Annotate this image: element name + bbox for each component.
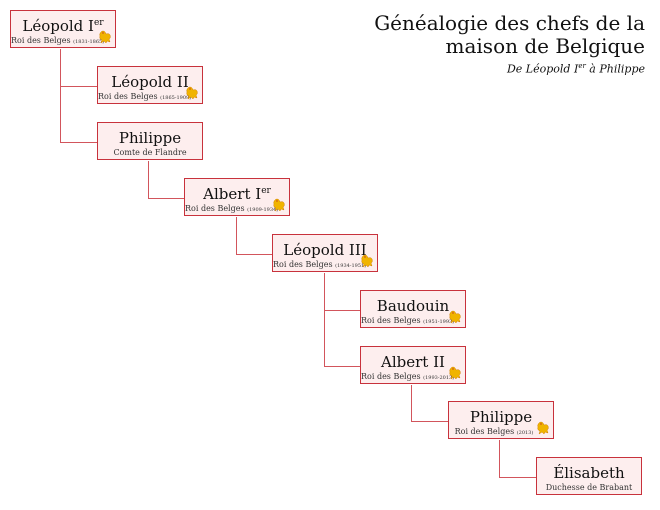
person-box: Philippe Comte de Flandre bbox=[97, 122, 203, 160]
person-title: Roi des Belges (1865-1909) bbox=[98, 92, 202, 101]
title-text: Duchesse de Brabant bbox=[545, 483, 633, 492]
person-title: Duchesse de Brabant bbox=[537, 483, 641, 492]
name-text: Philippe bbox=[118, 129, 182, 147]
title-text: Comte de Flandre bbox=[113, 148, 187, 157]
name-text: Léopold II bbox=[111, 73, 189, 91]
reign-dates: (1909-1934) bbox=[247, 207, 279, 213]
name-text: Albert II bbox=[381, 353, 445, 371]
title-text: Roi des Belges bbox=[11, 36, 71, 45]
subtitle-part: à Philippe bbox=[585, 62, 645, 76]
person-box: Élisabeth Duchesse de Brabant bbox=[536, 457, 642, 495]
person-title: Roi des Belges (1951-1993) bbox=[361, 316, 465, 325]
name-text: Léopold I bbox=[22, 17, 94, 35]
lion-icon bbox=[537, 421, 549, 435]
name-text: Élisabeth bbox=[553, 464, 625, 482]
person-title: Roi des Belges (1909-1934) bbox=[185, 204, 289, 213]
person-box: Léopold Ier Roi des Belges (1831-1865) bbox=[10, 10, 116, 48]
person-name: Léopold II bbox=[98, 71, 202, 91]
name-text: Philippe bbox=[469, 408, 533, 426]
title-text: Roi des Belges bbox=[273, 260, 333, 269]
person-title: Roi des Belges (2013) bbox=[449, 427, 553, 436]
title-text: Roi des Belges bbox=[98, 92, 158, 101]
connector bbox=[60, 142, 97, 143]
person-box: Philippe Roi des Belges (2013) bbox=[448, 401, 554, 439]
person-title: Roi des Belges (1831-1865) bbox=[11, 36, 115, 45]
connector bbox=[148, 161, 149, 199]
person-name: Élisabeth bbox=[537, 462, 641, 482]
title-text: Roi des Belges bbox=[361, 372, 421, 381]
connector bbox=[148, 198, 184, 199]
reign-dates: (2013) bbox=[516, 430, 534, 436]
person-name: Léopold III bbox=[273, 239, 377, 259]
person-name: Philippe bbox=[449, 406, 553, 426]
name-text: Albert I bbox=[203, 185, 262, 203]
person-box: Albert II Roi des Belges (1993-2013) bbox=[360, 346, 466, 384]
connector bbox=[236, 254, 272, 255]
connector bbox=[411, 385, 412, 422]
reign-dates: (1865-1909) bbox=[160, 95, 192, 101]
connector bbox=[324, 273, 325, 367]
lion-icon bbox=[449, 366, 461, 380]
connector bbox=[60, 86, 97, 87]
connector bbox=[60, 49, 61, 143]
title-text: Roi des Belges bbox=[185, 204, 245, 213]
title-line-2: maison de Belgique bbox=[445, 34, 645, 58]
diagram-title: Généalogie des chefs de la maison de Bel… bbox=[374, 12, 645, 58]
connector bbox=[236, 217, 237, 255]
person-box: Baudouin Roi des Belges (1951-1993) bbox=[360, 290, 466, 328]
connector bbox=[324, 366, 360, 367]
reign-dates: (1934-1951) bbox=[335, 263, 367, 269]
lion-icon bbox=[99, 30, 111, 44]
lion-icon bbox=[449, 310, 461, 324]
connector bbox=[411, 421, 448, 422]
connector bbox=[499, 477, 536, 478]
subtitle-part: De Léopold I bbox=[506, 62, 579, 76]
person-title: Roi des Belges (1934-1951) bbox=[273, 260, 377, 269]
name-sup: er bbox=[93, 18, 104, 28]
title-text: Roi des Belges bbox=[361, 316, 421, 325]
person-box: Léopold II Roi des Belges (1865-1909) bbox=[97, 66, 203, 104]
title-text: Roi des Belges bbox=[454, 427, 515, 436]
connector bbox=[324, 310, 360, 311]
lion-icon bbox=[186, 86, 198, 100]
person-box: Léopold III Roi des Belges (1934-1951) bbox=[272, 234, 378, 272]
person-name: Philippe bbox=[98, 127, 202, 147]
lion-icon bbox=[361, 254, 373, 268]
diagram-subtitle: De Léopold Ier à Philippe bbox=[507, 62, 645, 76]
subtitle-sup: er bbox=[578, 62, 586, 70]
person-name: Albert Ier bbox=[185, 183, 289, 203]
person-name: Léopold Ier bbox=[11, 15, 115, 35]
person-title: Roi des Belges (1993-2013) bbox=[361, 372, 465, 381]
name-text: Baudouin bbox=[376, 297, 450, 315]
reign-dates: (1951-1993) bbox=[423, 319, 455, 325]
name-text: Léopold III bbox=[283, 241, 367, 259]
person-name: Baudouin bbox=[361, 295, 465, 315]
person-title: Comte de Flandre bbox=[98, 148, 202, 157]
reign-dates: (1831-1865) bbox=[73, 39, 105, 45]
person-box: Albert Ier Roi des Belges (1909-1934) bbox=[184, 178, 290, 216]
lion-icon bbox=[273, 198, 285, 212]
reign-dates: (1993-2013) bbox=[423, 375, 455, 381]
connector bbox=[499, 440, 500, 478]
name-sup: er bbox=[261, 186, 271, 196]
title-line-1: Généalogie des chefs de la bbox=[374, 11, 645, 35]
person-name: Albert II bbox=[361, 351, 465, 371]
